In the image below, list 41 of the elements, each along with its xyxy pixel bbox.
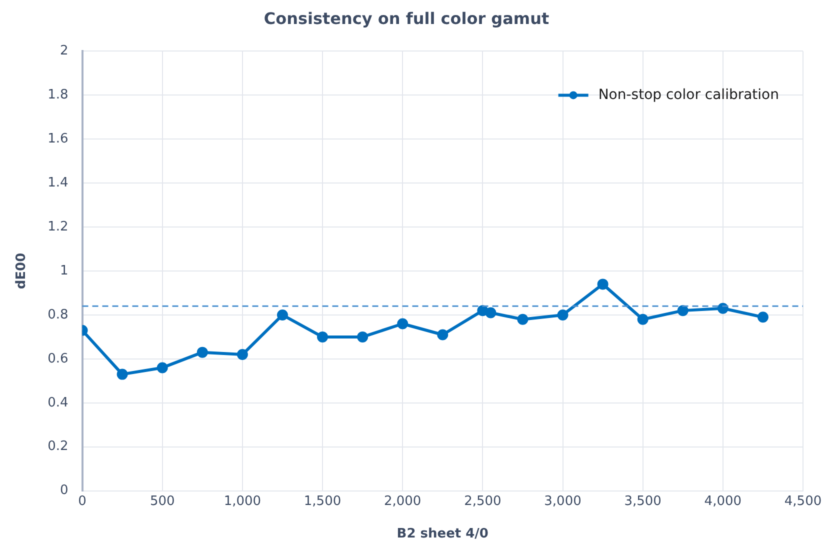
x-axis-title: B2 sheet 4/0 — [396, 526, 488, 542]
x-tick-label: 3,000 — [544, 494, 582, 509]
point — [276, 309, 288, 320]
y-tick-label: 2 — [60, 44, 68, 59]
y-axis-title: dE00 — [14, 252, 30, 290]
y-tick-label: 1 — [60, 263, 68, 278]
point — [637, 314, 648, 325]
x-tick-label: 0 — [78, 494, 86, 509]
y-tick-label: 0.2 — [48, 439, 68, 454]
point — [236, 349, 248, 360]
point — [597, 278, 608, 290]
x-tick-label: 1,500 — [304, 494, 342, 509]
chart-title: Consistency on full color gamut — [264, 8, 550, 28]
y-tick-label: 1.6 — [48, 131, 68, 146]
x-tick-label: 4,000 — [704, 494, 742, 509]
x-tick-label: 2,500 — [464, 494, 502, 509]
point — [517, 314, 528, 325]
x-tick-label: 1,000 — [224, 494, 262, 509]
y-tick-label: 1.2 — [48, 219, 68, 234]
point — [677, 305, 688, 316]
point — [757, 312, 768, 323]
x-tick-label: 500 — [150, 494, 175, 509]
x-tick-label: 3,500 — [624, 494, 662, 509]
y-tick-label: 0 — [60, 483, 68, 498]
y-tick-label: 0.8 — [48, 307, 68, 322]
x-tick-label: 2,000 — [384, 494, 422, 509]
y-tick-label: 0.6 — [48, 351, 68, 366]
point — [557, 309, 568, 320]
y-tick-label: 1.4 — [48, 175, 68, 190]
point — [116, 368, 128, 380]
y-tick-label: 1.8 — [48, 88, 68, 103]
point — [437, 329, 448, 340]
point — [156, 362, 168, 374]
legend-label: Non-stop color calibration — [598, 86, 780, 103]
y-tick-label: 0.4 — [48, 395, 68, 410]
point — [397, 318, 408, 330]
point — [485, 307, 496, 318]
x-tick-label: 4,500 — [784, 494, 822, 509]
point — [196, 346, 208, 358]
point — [317, 331, 328, 342]
point — [357, 331, 368, 342]
